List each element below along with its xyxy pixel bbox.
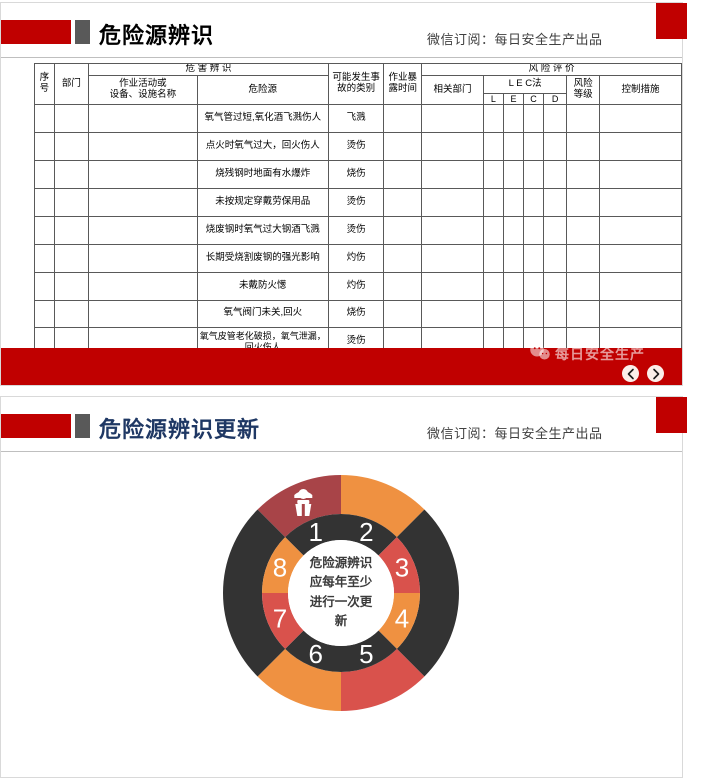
svg-text:5: 5 [359,639,373,669]
svg-text:3: 3 [395,553,409,583]
svg-text:6: 6 [308,639,322,669]
svg-text:2: 2 [359,517,373,547]
svg-text:4: 4 [395,603,409,633]
svg-text:7: 7 [273,603,287,633]
svg-text:1: 1 [308,517,322,547]
svg-text:8: 8 [273,553,287,583]
